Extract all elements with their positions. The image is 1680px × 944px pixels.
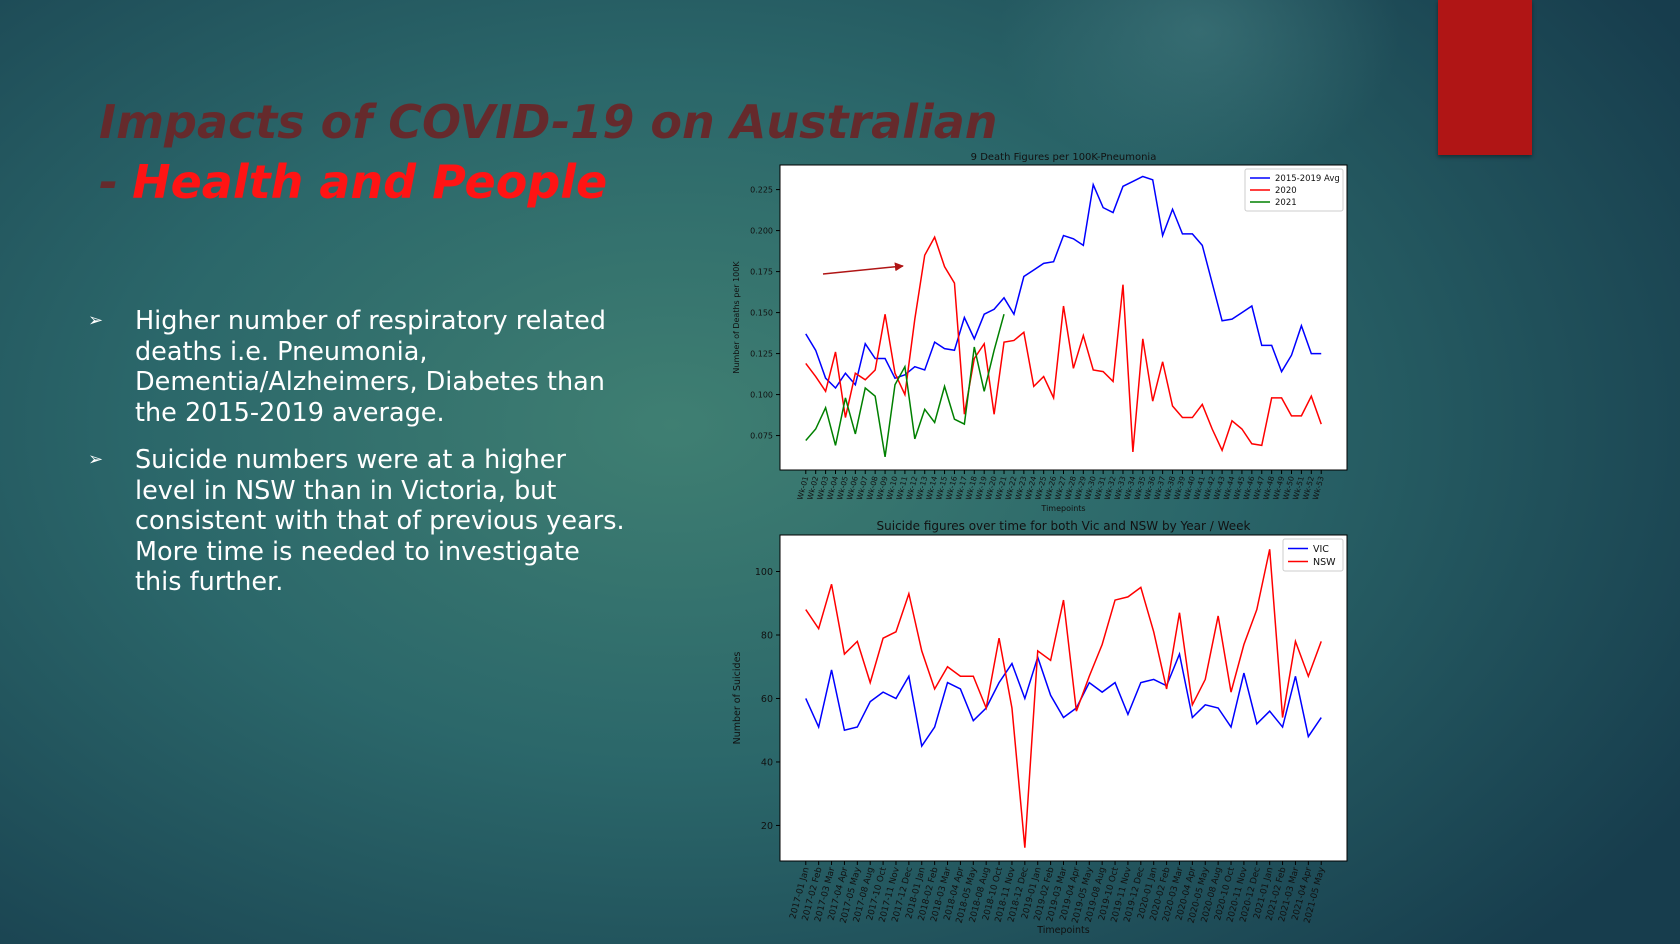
- slide-title: Impacts of COVID-19 on Australian: [99, 95, 998, 149]
- slide-subtitle: - Health and People: [99, 155, 607, 209]
- y-tick-label: 0.150: [750, 308, 773, 317]
- chart-title: 9 Death Figures per 100K-Pneumonia: [971, 152, 1157, 163]
- y-tick-label: 60: [761, 694, 773, 705]
- y-axis-label: Number of Deaths per 100K: [732, 261, 741, 374]
- bullet: Higher number of respiratory related dea…: [88, 306, 628, 428]
- legend-box: [1282, 538, 1344, 572]
- y-tick-label: 0.225: [750, 185, 773, 194]
- y-tick-label: 0.100: [750, 390, 773, 399]
- series-line: [805, 651, 1322, 749]
- y-tick-label: 40: [761, 757, 773, 768]
- x-axis-label: Timepoints: [1040, 504, 1085, 513]
- legend-box: [1244, 168, 1344, 212]
- series-line: [805, 549, 1322, 848]
- y-tick-label: 80: [761, 630, 773, 641]
- legend-label: NSW: [1313, 557, 1336, 568]
- plot-area: [779, 164, 1348, 471]
- bullet: Suicide numbers were at a higher level i…: [88, 445, 628, 598]
- series-line: [805, 175, 1322, 390]
- annotation-arrow: [822, 262, 904, 275]
- title-highlight: Health and People: [132, 155, 608, 209]
- bullet-list: Higher number of respiratory related dea…: [88, 306, 628, 615]
- y-tick-label: 100: [755, 567, 773, 578]
- legend-label: 2020: [1275, 186, 1297, 196]
- legend-label: 2015-2019 Avg: [1275, 174, 1340, 184]
- background-glow: [1000, 0, 1400, 180]
- y-tick-label: 0.175: [750, 267, 773, 276]
- series-line: [805, 314, 1005, 458]
- title-dash: -: [99, 155, 119, 209]
- y-axis-label: Number of Suicides: [732, 652, 743, 745]
- accent-box: [1438, 0, 1532, 155]
- legend-label: VIC: [1313, 544, 1329, 555]
- y-tick-label: 0.125: [750, 349, 773, 358]
- y-tick-label: 20: [761, 821, 773, 832]
- chart-title: Suicide figures over time for both Vic a…: [877, 519, 1251, 533]
- legend-label: 2021: [1275, 198, 1297, 208]
- series-line: [805, 235, 1322, 453]
- x-axis-label: Timepoints: [1036, 925, 1089, 936]
- y-tick-label: 0.200: [750, 226, 773, 235]
- y-tick-label: 0.075: [750, 431, 773, 440]
